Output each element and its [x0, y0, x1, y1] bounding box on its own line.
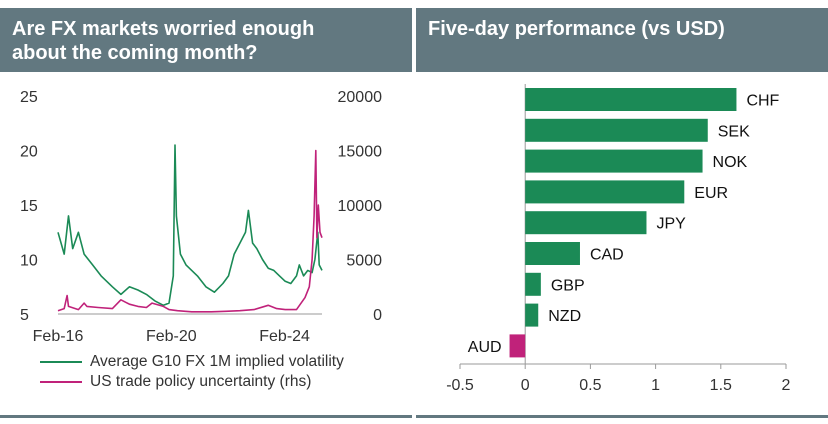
bar-aud	[509, 334, 526, 358]
bar-chf	[525, 88, 737, 111]
y-right-tick-label: 0	[373, 307, 382, 324]
y-right-tick-label: 10000	[338, 198, 383, 215]
bar-label-gbp: GBP	[551, 277, 585, 294]
legend-swatch-trade-uncertainty	[40, 381, 82, 383]
left-chart-header: Are FX markets worried enough about the …	[0, 8, 412, 72]
y-left-tick-label: 20	[20, 144, 38, 161]
bar-gbp	[525, 272, 541, 296]
bar-cad	[525, 242, 580, 265]
x-tick-label: 0.5	[579, 377, 601, 394]
bar-label-aud: AUD	[468, 339, 502, 356]
x-tick-label: Feb-24	[259, 328, 310, 345]
legend-item-volatility: Average G10 FX 1M implied volatility	[40, 352, 344, 372]
bar-label-chf: CHF	[746, 93, 779, 110]
y-right-tick-label: 5000	[346, 253, 382, 270]
bar-sek	[525, 118, 708, 142]
bar-label-eur: EUR	[694, 185, 728, 202]
left-bottom-rule	[0, 415, 412, 418]
bar-label-sek: SEK	[718, 123, 750, 140]
right-chart-header: Five-day performance (vs USD)	[416, 8, 828, 72]
legend-label-trade-uncertainty: US trade policy uncertainty (rhs)	[90, 373, 312, 390]
y-right-tick-label: 20000	[338, 89, 383, 106]
x-tick-label: -0.5	[446, 377, 474, 394]
bar-label-nok: NOK	[713, 154, 748, 171]
x-tick-label: 1	[651, 377, 660, 394]
x-tick-label: 2	[782, 377, 791, 394]
right-chart-title: Five-day performance (vs USD)	[428, 18, 725, 40]
legend-swatch-volatility	[40, 361, 82, 363]
right-panel: Five-day performance (vs USD) -0.5 0 0.5 1 1…	[416, 0, 828, 424]
bar-chart: -0.5 0 0.5 1 1.5 2 CHF SEK NOK EUR JPY CAD GBP NZD AUD	[446, 84, 791, 394]
y-left-tick-label: 15	[20, 198, 38, 215]
y-left-tick-label: 25	[20, 89, 38, 106]
left-panel: Are FX markets worried enough about the …	[0, 0, 412, 424]
bar-nzd	[525, 303, 539, 327]
right-bottom-rule	[416, 415, 828, 418]
left-chart-title: Are FX markets worried enough about the …	[12, 18, 315, 64]
line-chart: 5 10 15 20 25 0 5000 10000 15000 20000 Feb-16 Feb-2…	[20, 89, 383, 345]
y-right-tick-label: 15000	[338, 144, 383, 161]
legend-label-volatility: Average G10 FX 1M implied volatility	[90, 353, 344, 370]
x-tick-label: Feb-20	[146, 328, 197, 345]
y-left-tick-label: 10	[20, 253, 38, 270]
x-tick-label: 1.5	[710, 377, 732, 394]
series-line-trade-uncertainty	[57, 149, 323, 313]
series-line-volatility	[57, 144, 323, 307]
line-chart-legend: Average G10 FX 1M implied volatility US …	[40, 352, 344, 392]
bar-nok	[525, 149, 703, 173]
bar-label-cad: CAD	[590, 247, 624, 264]
bar-label-jpy: JPY	[656, 216, 686, 233]
y-left-tick-label: 5	[20, 307, 29, 324]
x-tick-label: Feb-16	[33, 328, 84, 345]
x-tick-label: 0	[521, 377, 530, 394]
bar-eur	[525, 180, 685, 204]
bar-label-nzd: NZD	[548, 308, 581, 325]
legend-item-trade-uncertainty: US trade policy uncertainty (rhs)	[40, 372, 344, 392]
bar-jpy	[525, 211, 647, 235]
